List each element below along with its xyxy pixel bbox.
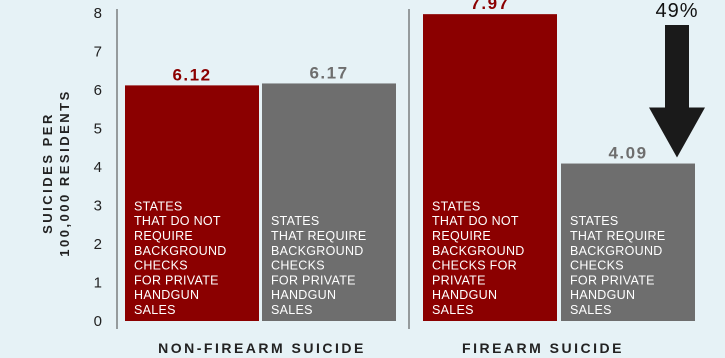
bar-inner-text: THAT REQUIRE (570, 229, 666, 243)
y-tick-label: 1 (94, 275, 102, 292)
bar-inner-text: HANDGUN (570, 288, 635, 302)
bar-value-label: 7.97 (470, 0, 509, 13)
bar-inner-text: SALES (432, 303, 474, 317)
y-tick-label: 7 (94, 44, 102, 61)
bar-inner-text: THAT REQUIRE (271, 229, 367, 243)
bar-inner-text: THAT DO NOT (134, 214, 221, 228)
bar-inner-text: SALES (134, 303, 176, 317)
y-axis-label: SUICIDES PER (40, 112, 55, 234)
y-tick-label: 6 (94, 82, 102, 99)
bar-inner-text: STATES (570, 214, 619, 228)
bar-inner-text: CHECKS FOR (432, 259, 517, 273)
category-label: NON-FIREARM SUICIDE (158, 340, 366, 356)
bar-inner-text: CHECKS (570, 259, 624, 273)
bar-inner-text: BACKGROUND (134, 244, 227, 258)
y-tick-label: 4 (94, 159, 102, 176)
bar-inner-text: HANDGUN (134, 288, 199, 302)
bar-inner-text: PRIVATE (432, 273, 486, 287)
bar-inner-text: STATES (134, 199, 183, 213)
bar (125, 85, 259, 321)
bar-value-label: 6.17 (309, 63, 348, 82)
annotation-percent: 49% (655, 0, 698, 22)
bar-inner-text: FOR PRIVATE (570, 273, 655, 287)
bar (423, 14, 557, 322)
bar-inner-text: CHECKS (271, 259, 325, 273)
bar-value-label: 6.12 (172, 65, 211, 84)
bar-inner-text: STATES (432, 199, 481, 213)
bar-inner-text: BACKGROUND (432, 244, 525, 258)
category-label: FIREARM SUICIDE (462, 340, 624, 356)
bar-inner-text: BACKGROUND (570, 244, 663, 258)
y-tick-label: 3 (94, 198, 102, 215)
y-tick-label: 0 (94, 313, 102, 330)
bar-inner-text: REQUIRE (432, 229, 491, 243)
bar-value-label: 4.09 (608, 144, 647, 163)
annotation-arrow (649, 25, 705, 158)
y-tick-label: 8 (94, 5, 102, 22)
bar-inner-text: BACKGROUND (271, 244, 364, 258)
y-tick-label: 5 (94, 121, 102, 138)
bar-inner-text: HANDGUN (432, 288, 497, 302)
bar (561, 163, 695, 321)
bar-inner-text: CHECKS (134, 259, 188, 273)
bar-inner-text: SALES (570, 303, 612, 317)
bar-inner-text: FOR PRIVATE (271, 273, 356, 287)
bar-inner-text: REQUIRE (134, 229, 193, 243)
bar-inner-text: STATES (271, 214, 320, 228)
bar (262, 83, 396, 321)
bar-inner-text: SALES (271, 303, 313, 317)
y-tick-label: 2 (94, 236, 102, 253)
y-axis-label: 100,000 RESIDENTS (57, 89, 72, 257)
bar-inner-text: FOR PRIVATE (134, 273, 219, 287)
bar-inner-text: THAT DO NOT (432, 214, 519, 228)
bar-inner-text: HANDGUN (271, 288, 336, 302)
